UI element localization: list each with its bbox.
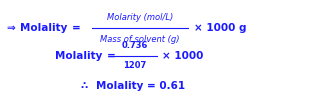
Text: Molarity (mol/L): Molarity (mol/L): [107, 13, 173, 22]
Text: × 1000 g: × 1000 g: [194, 23, 247, 33]
Text: =: =: [107, 51, 116, 61]
Text: ∴: ∴: [80, 81, 87, 91]
Text: 0.736: 0.736: [122, 42, 148, 50]
Text: Molality: Molality: [20, 23, 68, 33]
Text: 1207: 1207: [123, 61, 147, 70]
Text: =: =: [72, 23, 81, 33]
Text: × 1000: × 1000: [162, 51, 204, 61]
Text: Molality = 0.61: Molality = 0.61: [96, 81, 185, 91]
Text: ⇒: ⇒: [6, 23, 15, 33]
Text: Molality: Molality: [55, 51, 102, 61]
Text: Mass of solvent (g): Mass of solvent (g): [100, 34, 180, 43]
